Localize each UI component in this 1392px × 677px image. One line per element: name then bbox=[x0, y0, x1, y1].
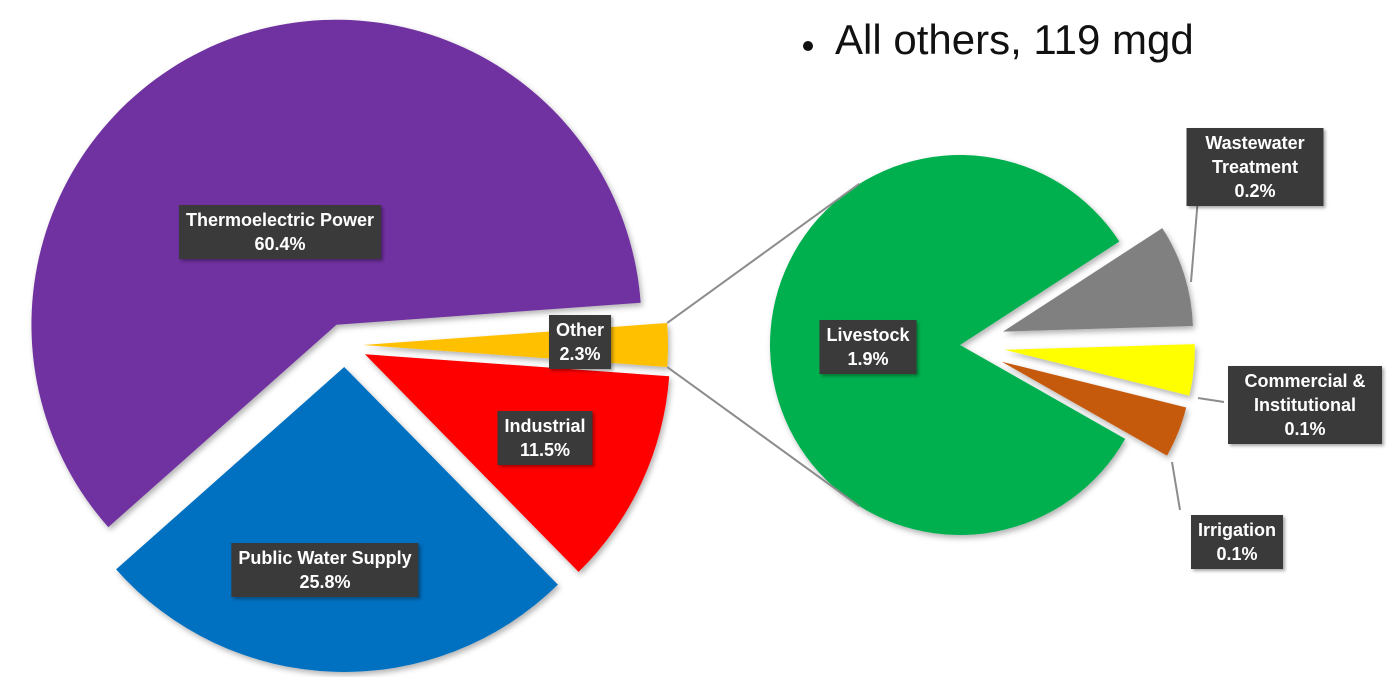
value-label: 2.3% bbox=[559, 344, 601, 364]
value-label: 60.4% bbox=[254, 234, 306, 254]
pie-slice bbox=[1002, 228, 1193, 332]
category-label: Other bbox=[555, 320, 605, 340]
leader-line bbox=[1190, 197, 1199, 283]
data-label: Livestock 1.9% bbox=[819, 320, 917, 374]
leader-line bbox=[1197, 397, 1225, 403]
value-label: 11.5% bbox=[519, 440, 571, 460]
pie-slice bbox=[770, 154, 1126, 536]
connector-line bbox=[666, 366, 860, 507]
category-label: Commercial & Institutional bbox=[1244, 371, 1366, 415]
value-label: 0.2% bbox=[1234, 181, 1276, 201]
category-label: Industrial bbox=[504, 416, 586, 436]
data-label: Industrial 11.5% bbox=[497, 411, 593, 465]
data-label: Commercial & Institutional 0.1% bbox=[1228, 366, 1382, 444]
pie-slice bbox=[1004, 344, 1195, 396]
slices bbox=[31, 19, 1195, 672]
data-label: Other 2.3% bbox=[548, 315, 612, 369]
value-label: 0.1% bbox=[1284, 419, 1326, 439]
category-label: Public Water Supply bbox=[238, 548, 412, 568]
data-label: Wastewater Treatment 0.2% bbox=[1186, 128, 1324, 206]
category-label: Wastewater Treatment bbox=[1205, 133, 1305, 177]
connector-line bbox=[666, 183, 860, 324]
pie-slice bbox=[116, 366, 558, 672]
pie-slice bbox=[31, 19, 641, 528]
annotation: All others, 119 mgd bbox=[835, 16, 1194, 63]
data-label: Public Water Supply 25.8% bbox=[231, 543, 419, 597]
data-label: Irrigation 0.1% bbox=[1190, 515, 1284, 569]
category-label: Thermoelectric Power bbox=[185, 210, 375, 230]
leader-line bbox=[1171, 461, 1181, 511]
category-label: Livestock bbox=[826, 325, 910, 345]
pie-slice bbox=[1001, 361, 1187, 456]
value-label: 0.1% bbox=[1216, 544, 1258, 564]
value-label: 25.8% bbox=[299, 572, 351, 592]
category-label: Irrigation bbox=[1197, 520, 1277, 540]
bullet bbox=[803, 41, 813, 51]
value-label: 1.9% bbox=[847, 349, 889, 369]
data-label: Thermoelectric Power 60.4% bbox=[178, 205, 382, 259]
